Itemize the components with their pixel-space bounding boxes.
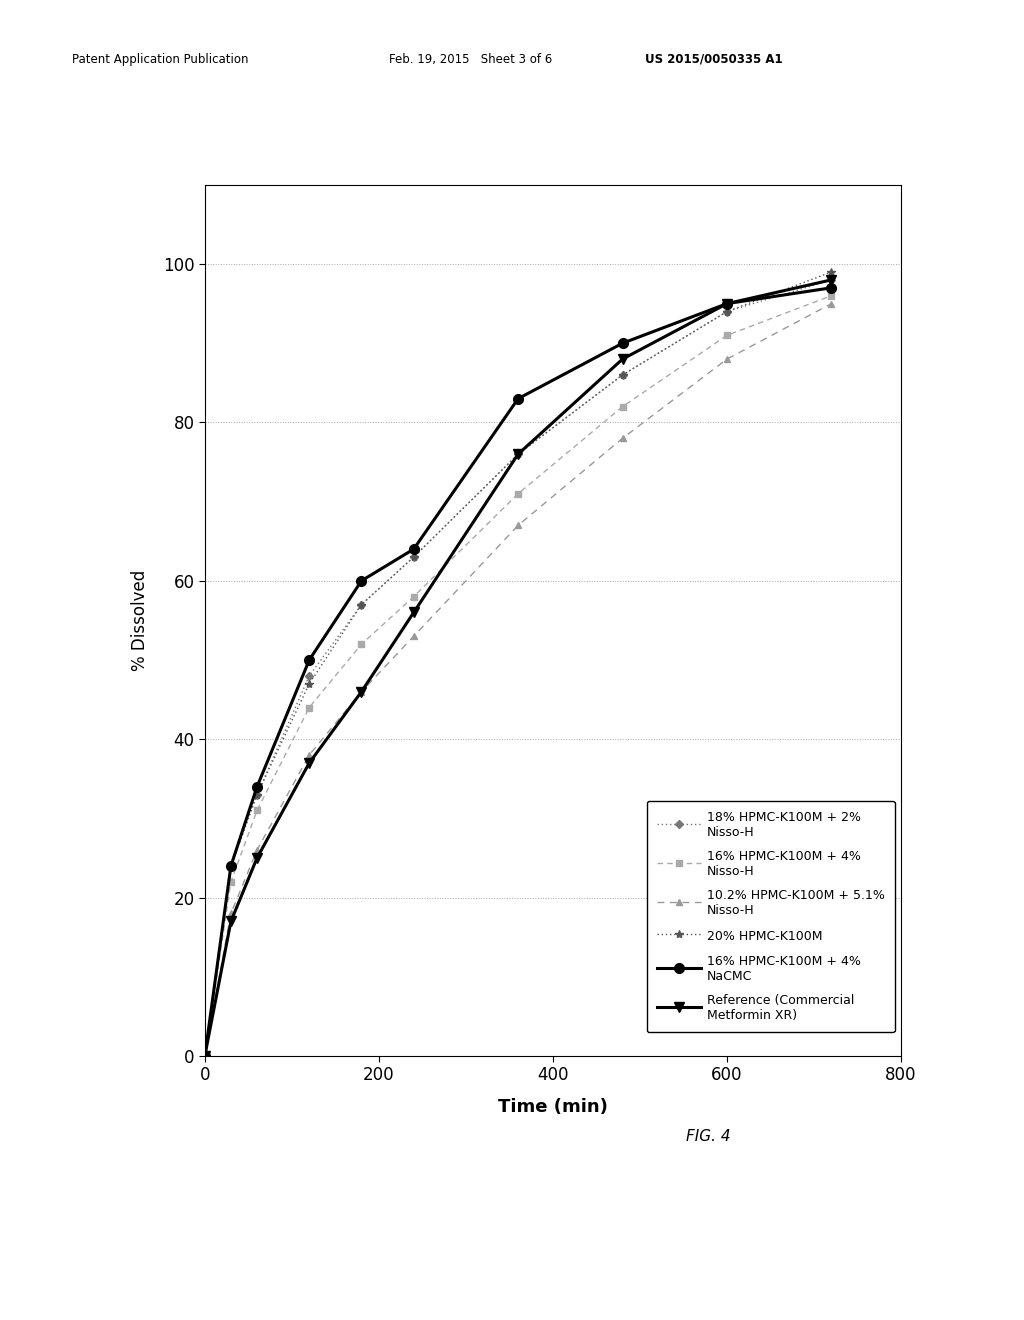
Legend: 18% HPMC-K100M + 2%
Nisso-H, 16% HPMC-K100M + 4%
Nisso-H, 10.2% HPMC-K100M + 5.1: 18% HPMC-K100M + 2% Nisso-H, 16% HPMC-K1… — [647, 801, 895, 1032]
X-axis label: Time (min): Time (min) — [498, 1098, 608, 1117]
Y-axis label: % Dissolved: % Dissolved — [131, 570, 148, 671]
Text: US 2015/0050335 A1: US 2015/0050335 A1 — [645, 53, 782, 66]
Text: Patent Application Publication: Patent Application Publication — [72, 53, 248, 66]
Text: FIG. 4: FIG. 4 — [686, 1129, 731, 1143]
Text: Feb. 19, 2015   Sheet 3 of 6: Feb. 19, 2015 Sheet 3 of 6 — [389, 53, 552, 66]
